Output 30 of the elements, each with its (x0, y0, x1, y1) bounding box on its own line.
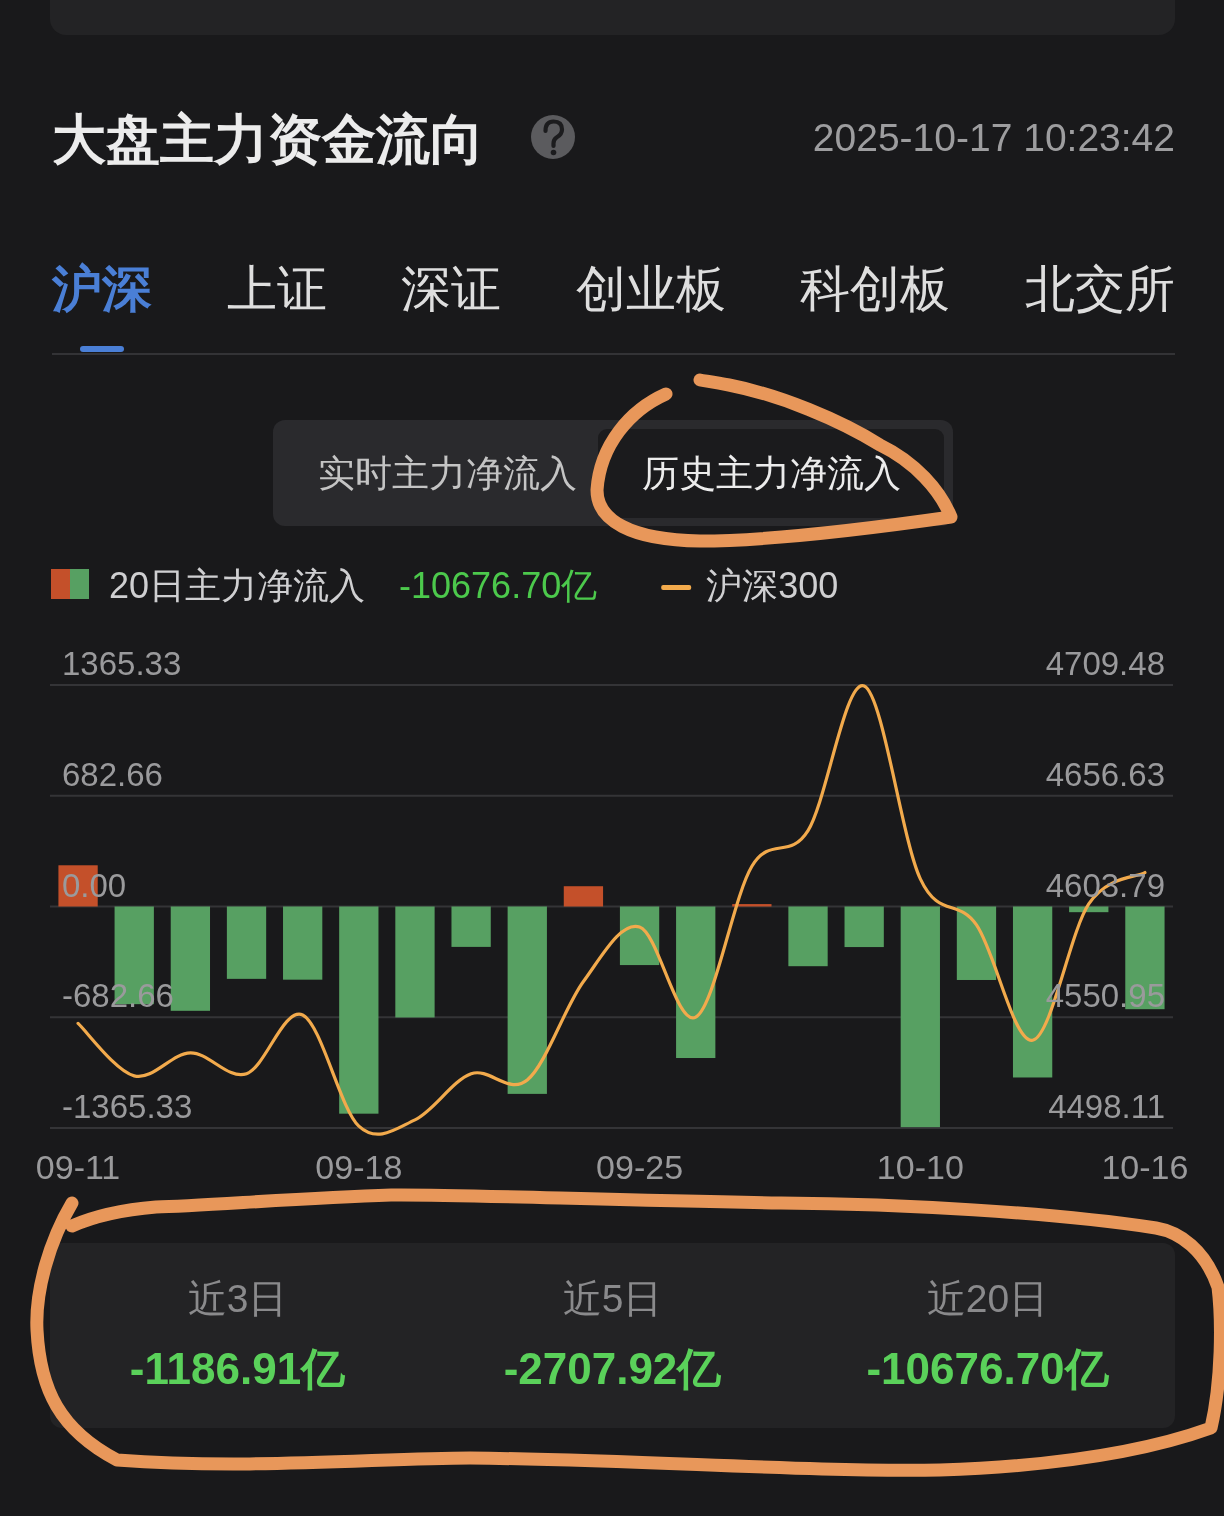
text: 近5日 (562, 1277, 663, 1320)
chart-title: 大盘主力资金流向 (52, 109, 484, 169)
y2-tick-label: 4709.48 (1045, 645, 1165, 682)
x-tick-label: 10-10 (876, 1148, 964, 1186)
x-tick-label: 09-18 (315, 1148, 403, 1186)
text: 历史主力净流入 (641, 453, 901, 494)
legend-label: 沪深300 (706, 565, 839, 606)
text: -1186.91亿 (129, 1344, 347, 1393)
text: -10676.70亿 (866, 1344, 1110, 1393)
y-tick-label: 1365.33 (62, 645, 182, 682)
text: 创业板 (575, 261, 726, 317)
legend-label: 20日主力净流入 (109, 565, 366, 606)
text: 2025-10-17 10:23:42 (812, 116, 1175, 159)
text: 沪深 (51, 261, 152, 317)
text: 近20日 (926, 1277, 1049, 1320)
y-tick-label: -1365.33 (62, 1088, 193, 1125)
text: 科创板 (800, 261, 951, 317)
x-tick-label: 10-16 (1101, 1148, 1189, 1186)
x-tick-label: 09-11 (35, 1148, 121, 1186)
text: 深证 (401, 261, 502, 317)
y-tick-label: 682.66 (62, 755, 163, 793)
text: 实时主力净流入 (317, 453, 577, 494)
x-tick-label: 09-25 (596, 1148, 684, 1186)
y2-tick-label: 4656.63 (1045, 755, 1165, 793)
text: 上证 (226, 261, 327, 317)
text: 北交所 (1025, 261, 1175, 317)
text: -2707.92亿 (503, 1344, 723, 1393)
text: -10676.70亿 (399, 565, 598, 606)
y2-tick-label: 4498.11 (1048, 1088, 1165, 1125)
text: 近3日 (187, 1277, 288, 1320)
